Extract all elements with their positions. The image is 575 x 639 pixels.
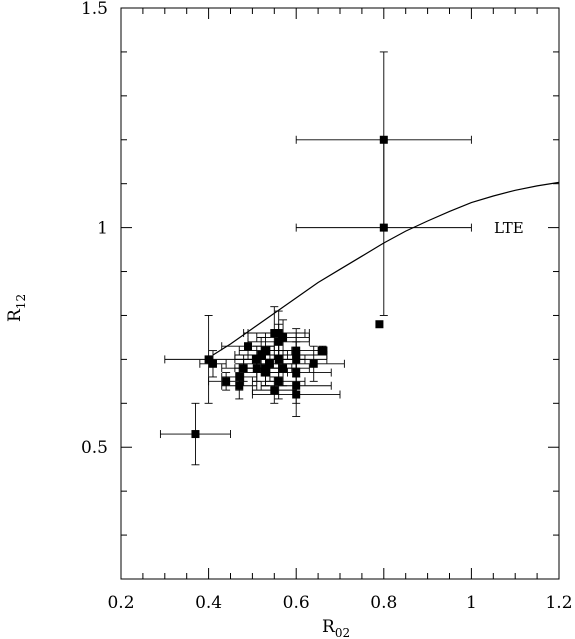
point-marker	[318, 346, 327, 355]
point-marker	[279, 333, 288, 342]
x-tick-label: 0.6	[283, 593, 310, 613]
axis-ticks	[120, 7, 560, 580]
point-marker	[379, 223, 388, 232]
y-tick-label: 1	[97, 219, 108, 239]
data-point	[256, 319, 310, 356]
point-marker	[235, 372, 244, 381]
point-marker	[274, 377, 283, 386]
data-point	[251, 372, 341, 417]
x-axis-title-sub: 02	[335, 626, 350, 639]
point-marker	[204, 355, 213, 364]
data-point	[282, 345, 345, 382]
point-marker	[309, 359, 318, 368]
x-tick-label: 1	[466, 593, 477, 613]
point-marker	[270, 386, 279, 395]
point-marker	[265, 359, 274, 368]
data-point	[199, 350, 227, 378]
lte-curve-layer	[212, 181, 560, 356]
y-axis-title-sub: 12	[14, 294, 28, 309]
y-tick-label: 0.5	[81, 438, 108, 458]
point-marker	[279, 364, 288, 373]
y-axis-title-main: R	[5, 308, 25, 322]
data-point	[317, 345, 328, 356]
x-tick-label: 0.8	[370, 593, 397, 613]
x-axis-title-main: R	[322, 617, 336, 637]
point-marker	[292, 390, 301, 399]
point-marker	[375, 320, 384, 329]
x-tick-label: 0.4	[195, 593, 222, 613]
point-marker	[208, 359, 217, 368]
y-axis-title: R12	[5, 294, 28, 322]
curve-label: LTE	[494, 219, 524, 237]
data-point	[375, 320, 384, 329]
data-point	[295, 139, 472, 316]
tick-labels: 0.2 0.4 0.6 0.8 1 1.2 0.5 1 1.5	[81, 0, 573, 613]
data-point	[159, 402, 231, 466]
plot-frame	[120, 7, 560, 580]
point-marker	[244, 342, 253, 351]
y-tick-label: 1.5	[81, 0, 108, 19]
x-tick-label: 0.2	[107, 593, 134, 613]
x-tick-label: 1.2	[545, 593, 572, 613]
lte-curve	[212, 181, 560, 356]
point-marker	[191, 430, 200, 439]
data-points-layer	[159, 51, 472, 466]
point-marker	[257, 350, 266, 359]
x-axis-title: R02	[322, 617, 350, 639]
point-marker	[222, 377, 231, 386]
